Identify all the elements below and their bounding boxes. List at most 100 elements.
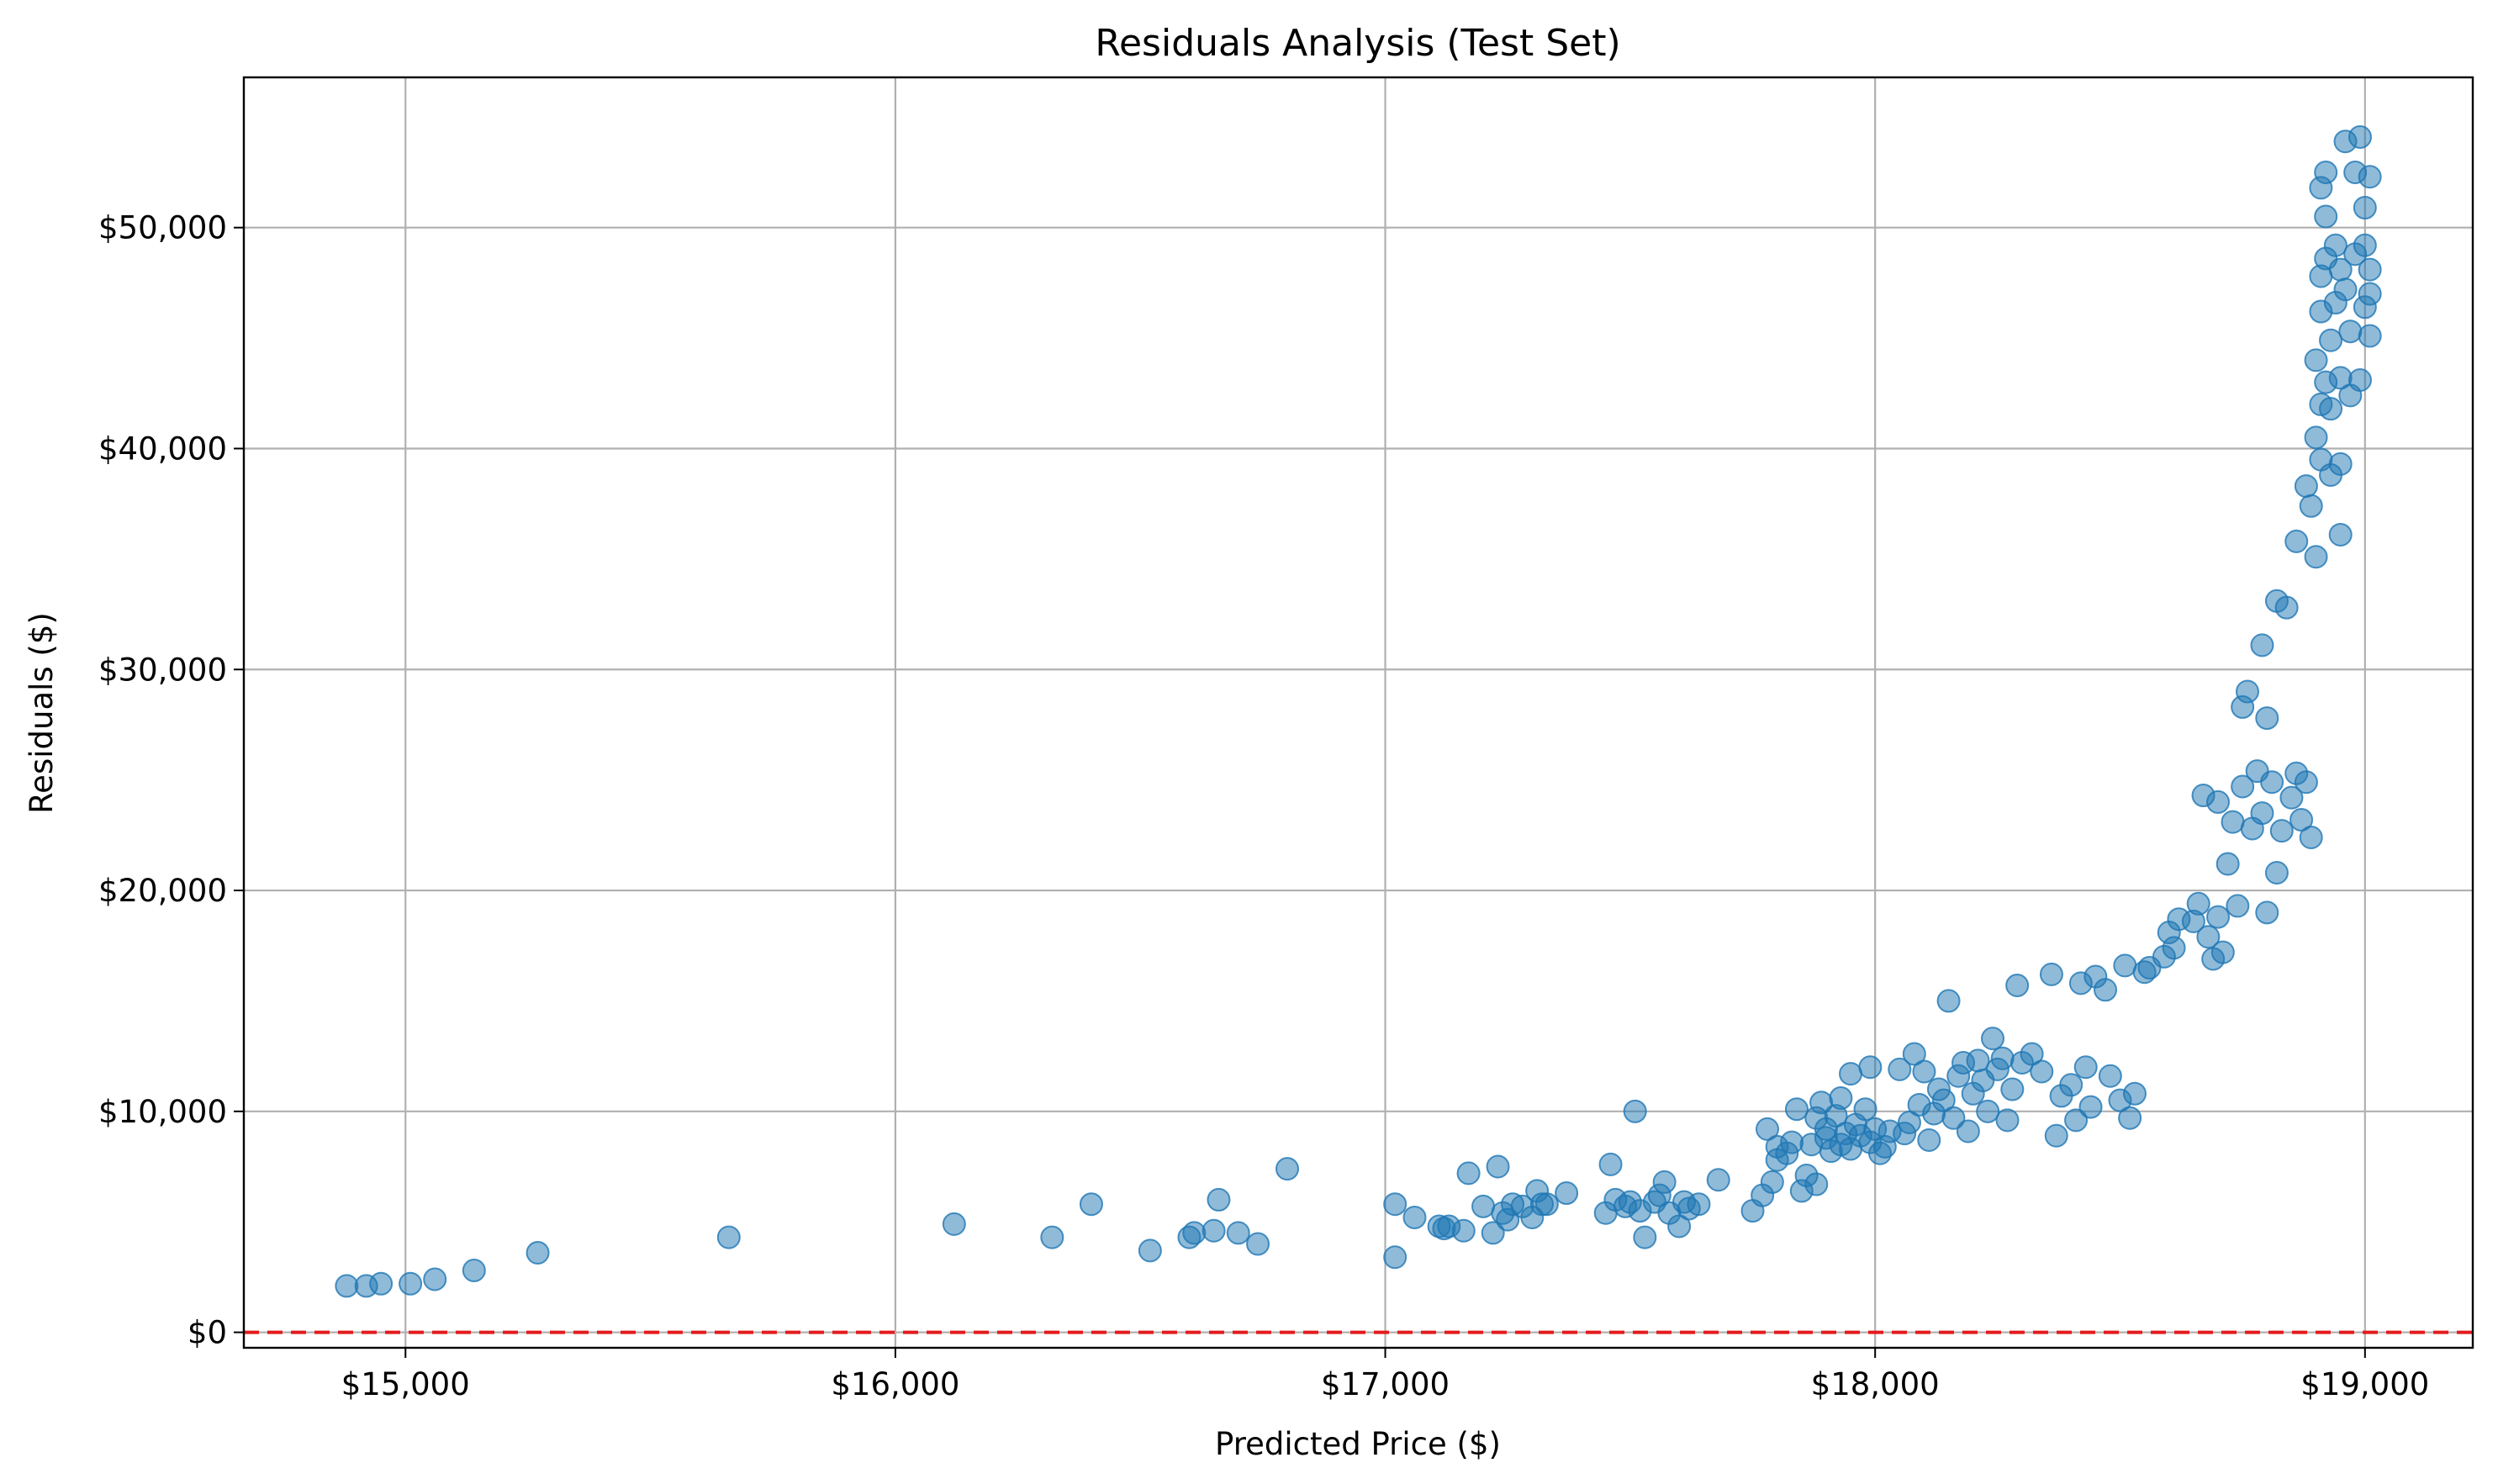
scatter-point [2005,974,2030,998]
y-axis-ticks: $0 $10,000 $20,000 $30,000 $40,000 $50,000 [98,210,244,1351]
x-axis-label: Predicted Price ($) [1215,1426,1501,1462]
scatter-point [1471,1194,1496,1218]
scatter-point [1481,1221,1505,1245]
scatter-point [1839,1062,1863,1086]
y-tick-label: $0 [187,1315,227,1351]
x-tick-label: $17,000 [1321,1366,1450,1402]
scatter-point [1456,1161,1481,1186]
scatter-point [2231,774,2255,799]
scatter-point [2122,1081,2147,1106]
scatter-point [2078,1095,2103,1119]
scatter-point [2294,474,2318,499]
scatter-point [2162,936,2186,960]
y-axis-label: Residuals ($) [24,612,60,814]
scatter-point [2196,925,2221,949]
scatter-point [2250,633,2274,658]
x-tick-label: $15,000 [341,1366,470,1402]
y-tick-label: $40,000 [98,430,227,467]
scatter-point [2358,282,2382,306]
scatter-point [2304,545,2328,569]
y-tick-label: $50,000 [98,210,227,246]
scatter-point [2235,679,2259,704]
x-tick-label: $16,000 [831,1366,959,1402]
scatter-point [2044,1123,2068,1148]
scatter-point [1760,1170,1784,1194]
scatter-point [2319,397,2343,421]
scatter-point [1917,1128,1941,1152]
scatter-point [2221,810,2245,834]
scatter-point [1633,1225,1657,1249]
scatter-point [1829,1086,1853,1111]
scatter-point [1706,1168,1730,1192]
scatter-point [2260,770,2284,795]
scatter-point [2094,978,2118,1002]
scatter-point [1976,1099,2000,1123]
scatter-point [1486,1154,1510,1179]
scatter-point [2358,257,2382,282]
scatter-point [2210,940,2235,964]
scatter-point [2255,900,2279,925]
scatter-point [1995,1108,2020,1133]
scatter-point [2059,1073,2083,1097]
scatter-point [2314,204,2338,229]
scatter-point [2206,905,2231,929]
scatter-point [2353,233,2377,257]
scatter-point [2000,1077,2025,1101]
x-tick-label: $18,000 [1811,1366,1940,1402]
scatter-point [335,1274,359,1298]
scatter-point [1941,1106,1966,1130]
scatter-point [1931,1088,1956,1112]
scatter-point [1990,1046,2015,1070]
scatter-point [2269,819,2294,843]
scatter-point [1687,1192,1711,1217]
chart-title: Residuals Analysis (Test Set) [1095,22,1620,65]
scatter-point [1555,1181,1579,1206]
scatter-point [1784,1097,1809,1122]
scatter-point [2206,790,2231,814]
scatter-point [369,1271,393,1296]
scatter-point [2186,891,2210,916]
scatter-point [1956,1119,1980,1143]
scatter-point [2333,277,2358,302]
scatter-point [2347,368,2372,393]
scatter-point [2279,785,2304,810]
scatter-point [2264,861,2289,885]
scatter-point [2358,324,2382,348]
x-tick-label: $19,000 [2300,1366,2429,1402]
scatter-point [2353,196,2377,220]
scatter-point [2304,348,2328,372]
data-points [335,124,2382,1298]
scatter-point [1780,1130,1804,1154]
scatter-point [1534,1192,1559,1217]
scatter-point [1079,1192,1103,1217]
scatter-point [2039,962,2063,986]
scatter-point [2113,953,2137,978]
scatter-point [1756,1117,1780,1141]
scatter-point [1652,1170,1677,1194]
scatter-point [2319,328,2343,352]
scatter-point [1804,1172,1829,1196]
scatter-point [2020,1042,2044,1066]
scatter-point [2073,1055,2098,1080]
scatter-point [2255,706,2279,731]
scatter-point [2274,595,2299,620]
scatter-point [525,1241,550,1265]
y-tick-label: $10,000 [98,1094,227,1130]
scatter-point [1981,1027,2005,1051]
scatter-point [1402,1205,1427,1229]
scatter-point [2284,529,2309,553]
scatter-point [2030,1059,2054,1084]
scatter-point [1226,1221,1250,1245]
scatter-point [1902,1042,1926,1066]
scatter-point [423,1267,447,1291]
scatter-point [2304,425,2328,450]
scatter-point [2064,1108,2089,1133]
scatter-point [1383,1245,1407,1270]
scatter-point [1201,1218,1226,1243]
scatter-point [399,1271,423,1296]
scatter-point [1667,1214,1692,1238]
scatter-point [2118,1106,2142,1130]
scatter-point [1246,1232,1270,1256]
